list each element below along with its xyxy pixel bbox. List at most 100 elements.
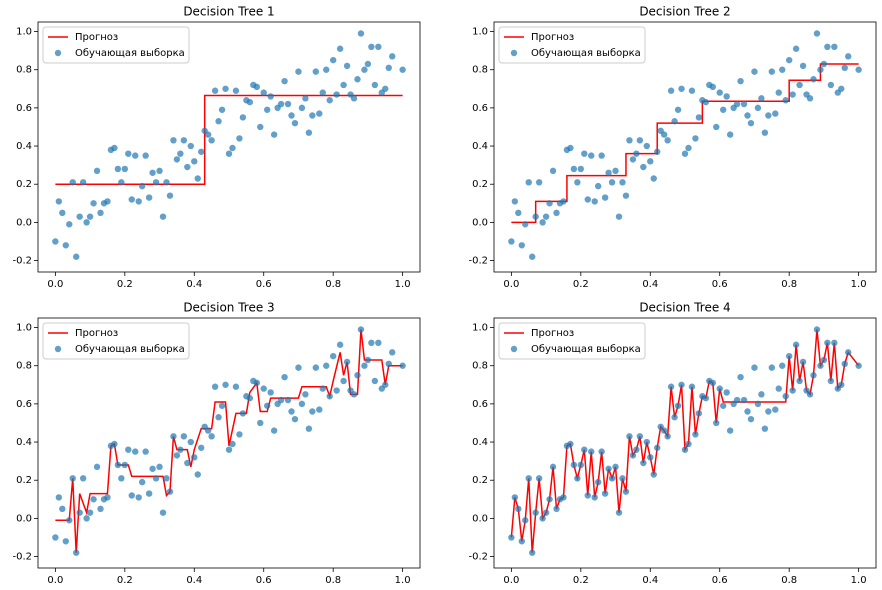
data-point [232,87,240,94]
data-point [612,463,619,471]
data-point [364,356,372,364]
data-point [291,415,299,423]
data-point [622,488,630,495]
data-point [173,156,181,163]
data-point [744,408,751,415]
data-point [111,144,118,152]
data-point [553,209,560,217]
y-tick-label: 0.0 [16,217,32,228]
y-tick-label: 1.0 [472,27,488,38]
data-point [343,62,351,70]
data-point [399,362,406,369]
data-point [111,440,118,448]
data-point [145,490,153,497]
data-point [650,471,657,478]
data-point [208,433,215,440]
data-point [319,89,326,96]
data-point [678,85,685,92]
data-point [685,440,692,448]
data-point [194,471,201,478]
data-point [222,381,229,388]
data-point [270,131,278,138]
data-point [782,97,789,104]
data-point [204,131,212,138]
data-point [542,213,550,220]
data-point [104,494,111,501]
x-tick-label: 0.8 [325,575,341,586]
data-point [295,364,302,371]
data-point [305,129,313,136]
axes-frame [493,317,877,569]
data-point [598,152,605,159]
data-point [191,158,198,165]
y-tick-label: 0.4 [16,141,32,152]
data-point [827,81,835,89]
data-point [806,95,814,102]
data-point [723,389,730,396]
data-point [761,129,769,136]
data-point [323,362,330,369]
data-point [336,45,344,52]
data-point [567,144,574,152]
data-point [114,461,122,469]
data-point [239,410,247,417]
data-point [368,339,375,347]
data-point [52,238,59,245]
data-point [716,89,723,96]
data-point [608,475,616,482]
data-point [142,448,149,455]
data-point [187,438,194,446]
data-point [156,167,163,175]
x-tick-label: 0.6 [712,279,728,290]
x-tick-label: 0.6 [256,279,272,290]
data-point [574,475,581,482]
y-tick-label: 0.4 [472,437,488,448]
data-point [511,494,519,501]
data-point [62,538,69,545]
data-point [166,488,174,495]
data-point [619,475,626,482]
data-point [643,438,650,446]
data-point [626,137,633,144]
data-point [629,452,637,459]
data-point [354,76,361,83]
data-point [695,410,703,417]
data-point [215,414,222,421]
data-point [166,192,174,199]
data-point [55,198,63,205]
data-point [845,53,852,60]
data-point [640,163,647,171]
data-point [539,515,546,522]
data-point [758,391,765,398]
data-point [128,196,135,203]
data-point [542,509,550,516]
data-point [177,150,184,157]
data-point [581,150,588,157]
data-point [246,394,254,402]
data-point [535,179,543,186]
y-tick-label: -0.2 [12,552,32,563]
data-point [90,200,97,207]
data-point [375,339,382,347]
data-point [138,478,146,486]
data-point [792,341,800,348]
data-point [371,81,379,89]
data-point [79,179,87,186]
data-point [688,87,696,94]
data-point [567,440,574,448]
data-point [681,150,689,157]
data-point [726,427,734,434]
data-point [532,213,539,220]
data-point [198,444,205,451]
data-point [779,66,786,73]
data-point [333,91,340,98]
data-point [720,402,727,409]
data-point [288,112,295,119]
data-point [215,118,222,125]
data-point [357,30,365,37]
data-point [329,352,337,360]
data-point [553,505,560,513]
data-point [796,377,803,385]
data-point [281,373,288,381]
